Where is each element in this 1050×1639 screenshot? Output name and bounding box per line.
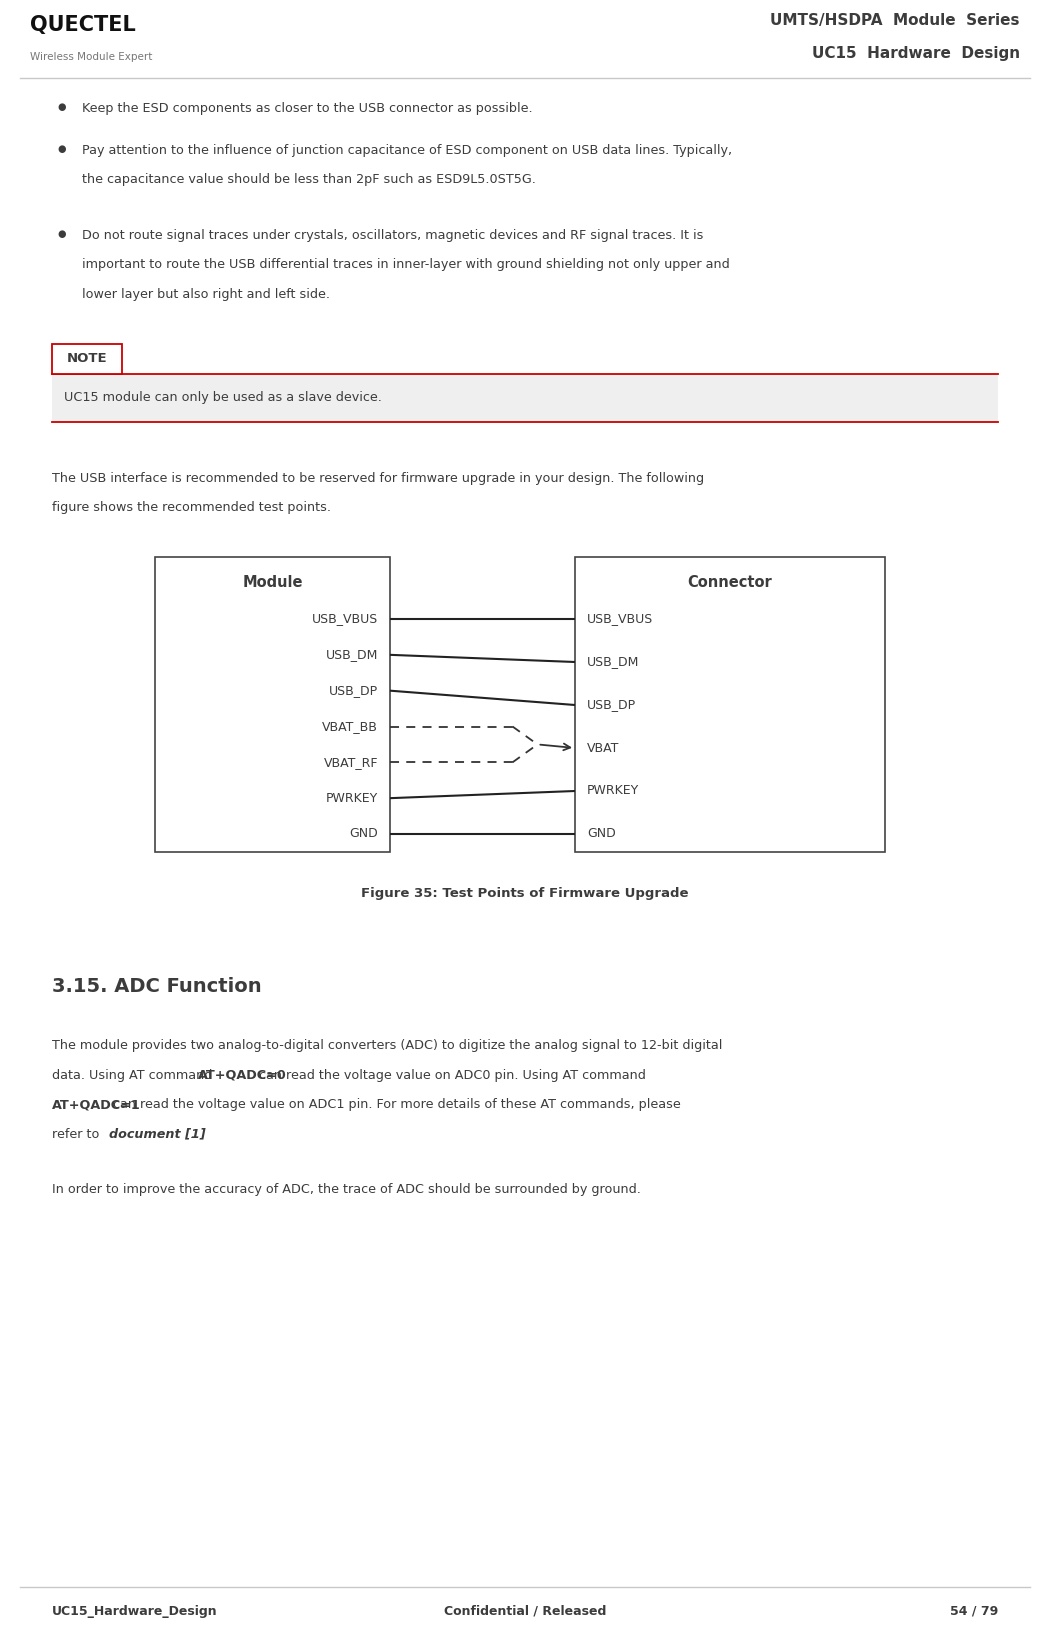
Bar <box>52 374 997 421</box>
Text: figure shows the recommended test points.: figure shows the recommended test points… <box>52 502 331 515</box>
Text: the capacitance value should be less than 2pF such as ESD9L5.0ST5G.: the capacitance value should be less tha… <box>82 174 536 187</box>
Text: Do not route signal traces under crystals, oscillators, magnetic devices and RF : Do not route signal traces under crystal… <box>82 229 704 243</box>
Text: USB_DP: USB_DP <box>587 698 636 711</box>
Text: lower layer but also right and left side.: lower layer but also right and left side… <box>82 288 330 302</box>
Text: USB_DM: USB_DM <box>587 656 639 669</box>
Text: Connector: Connector <box>688 575 773 590</box>
Text: 3.15. ADC Function: 3.15. ADC Function <box>52 977 261 997</box>
Text: Figure 35: Test Points of Firmware Upgrade: Figure 35: Test Points of Firmware Upgra… <box>361 887 689 900</box>
Text: PWRKEY: PWRKEY <box>587 785 639 798</box>
Text: ●: ● <box>58 102 66 111</box>
Text: UC15  Hardware  Design: UC15 Hardware Design <box>812 46 1020 61</box>
Text: can read the voltage value on ADC0 pin. Using AT command: can read the voltage value on ADC0 pin. … <box>255 1069 646 1082</box>
Text: UC15_Hardware_Design: UC15_Hardware_Design <box>52 1605 217 1618</box>
Text: document [1]: document [1] <box>109 1128 206 1141</box>
Text: Keep the ESD components as closer to the USB connector as possible.: Keep the ESD components as closer to the… <box>82 102 532 115</box>
Text: ●: ● <box>58 144 66 154</box>
Text: USB_VBUS: USB_VBUS <box>312 613 378 626</box>
Bar <box>52 344 122 374</box>
Text: 54 / 79: 54 / 79 <box>950 1605 997 1618</box>
Text: Confidential / Released: Confidential / Released <box>444 1605 606 1618</box>
Text: data. Using AT command: data. Using AT command <box>52 1069 216 1082</box>
Text: Module: Module <box>243 575 302 590</box>
Text: GND: GND <box>587 828 615 841</box>
Text: The USB interface is recommended to be reserved for firmware upgrade in your des: The USB interface is recommended to be r… <box>52 472 705 485</box>
Text: Pay attention to the influence of junction capacitance of ESD component on USB d: Pay attention to the influence of juncti… <box>82 144 732 157</box>
Text: VBAT_BB: VBAT_BB <box>322 720 378 733</box>
Text: VBAT: VBAT <box>587 741 620 754</box>
Text: refer to: refer to <box>52 1128 103 1141</box>
Text: can read the voltage value on ADC1 pin. For more details of these AT commands, p: can read the voltage value on ADC1 pin. … <box>109 1098 680 1111</box>
Text: AT+QADC=0: AT+QADC=0 <box>198 1069 287 1082</box>
Text: USB_DP: USB_DP <box>329 683 378 697</box>
Text: USB_DM: USB_DM <box>326 649 378 661</box>
Text: GND: GND <box>350 828 378 841</box>
Bar <box>155 557 390 852</box>
Text: NOTE: NOTE <box>67 352 107 365</box>
Text: QUECTEL: QUECTEL <box>30 15 135 34</box>
Text: .: . <box>189 1128 193 1141</box>
Bar <box>575 557 885 852</box>
Text: In order to improve the accuracy of ADC, the trace of ADC should be surrounded b: In order to improve the accuracy of ADC,… <box>52 1182 640 1195</box>
Text: USB_VBUS: USB_VBUS <box>587 613 653 626</box>
Text: Wireless Module Expert: Wireless Module Expert <box>30 52 152 62</box>
Text: PWRKEY: PWRKEY <box>326 792 378 805</box>
Text: AT+QADC=1: AT+QADC=1 <box>52 1098 141 1111</box>
Text: important to route the USB differential traces in inner-layer with ground shield: important to route the USB differential … <box>82 259 730 272</box>
Text: ●: ● <box>58 229 66 239</box>
Text: The module provides two analog-to-digital converters (ADC) to digitize the analo: The module provides two analog-to-digita… <box>52 1039 722 1052</box>
Text: UC15 module can only be used as a slave device.: UC15 module can only be used as a slave … <box>64 392 382 405</box>
Text: UMTS/HSDPA  Module  Series: UMTS/HSDPA Module Series <box>771 13 1020 28</box>
Text: VBAT_RF: VBAT_RF <box>323 756 378 769</box>
